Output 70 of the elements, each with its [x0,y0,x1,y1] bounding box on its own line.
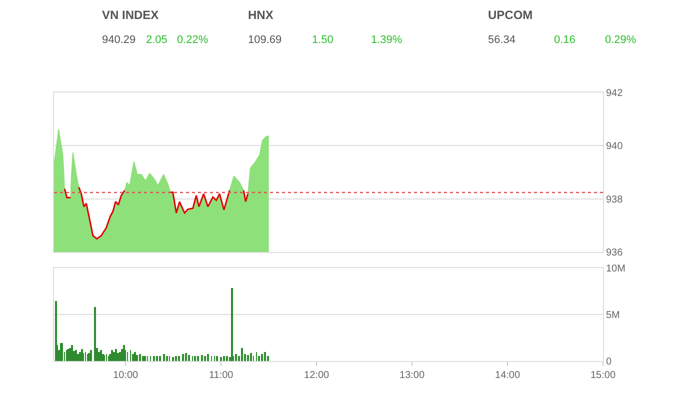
bar [132,354,134,361]
bar [247,354,249,361]
x-tick-label: 11:00 [208,370,234,381]
bar [123,344,125,361]
bar [139,354,141,361]
bar [175,356,177,361]
text: 1.50 [312,34,334,46]
bar [94,306,96,361]
y-tick-label: 942 [606,88,624,99]
bar [159,356,161,361]
x-tick-label: 15:00 [590,370,616,381]
bar [261,354,263,361]
bar [267,356,269,361]
bar [204,356,206,361]
bar [111,350,113,361]
x-tick-label: 12:00 [304,370,330,381]
bar [100,350,102,361]
text: VN INDEX [102,8,159,22]
text: 0.22% [177,34,208,46]
bar [90,350,92,361]
bar [119,352,121,361]
text: 940.29 [102,34,136,46]
bar [79,352,81,361]
bar [216,356,218,361]
text: HNX [248,8,274,22]
bar [185,352,187,361]
text: 1.39% [371,34,402,46]
bar [166,356,168,361]
bar [71,344,73,361]
x-tick-label: 10:00 [113,370,139,381]
bar [172,356,174,361]
text: 0.16 [554,34,576,46]
y-tick-label: 940 [606,141,624,152]
bar [264,352,266,361]
bar [258,356,260,361]
y-tick-label: 5M [606,310,620,321]
bar [223,356,225,361]
y-tick-label: 938 [606,194,624,206]
y-tick-label: 936 [606,248,624,259]
bar [153,356,155,361]
bar [142,356,144,361]
bar [231,288,233,361]
bar [182,354,184,361]
x-tick-label: 14:00 [495,370,520,381]
text: 109.69 [248,34,282,46]
text: 2.05 [146,34,168,46]
text: 56.34 [488,34,516,46]
bar [194,356,196,361]
text: 0.29% [605,34,636,46]
bar [201,354,203,361]
bar [241,348,243,361]
y-tick-label: 0 [606,356,612,368]
bar [207,354,209,361]
bar [81,348,83,361]
bar [178,356,180,361]
bar [121,348,123,361]
bar [163,354,165,361]
bar [226,356,228,361]
x-tick-label: 13:00 [400,370,425,381]
text: UPCOM [488,8,533,22]
bar [136,354,138,361]
bar [220,356,222,361]
bar [235,354,237,361]
y-tick-label: 10M [606,263,626,274]
bar [250,352,252,361]
bar [156,356,158,361]
bar [75,350,77,361]
bar [197,356,199,361]
bar [188,354,190,361]
bar [144,356,146,361]
